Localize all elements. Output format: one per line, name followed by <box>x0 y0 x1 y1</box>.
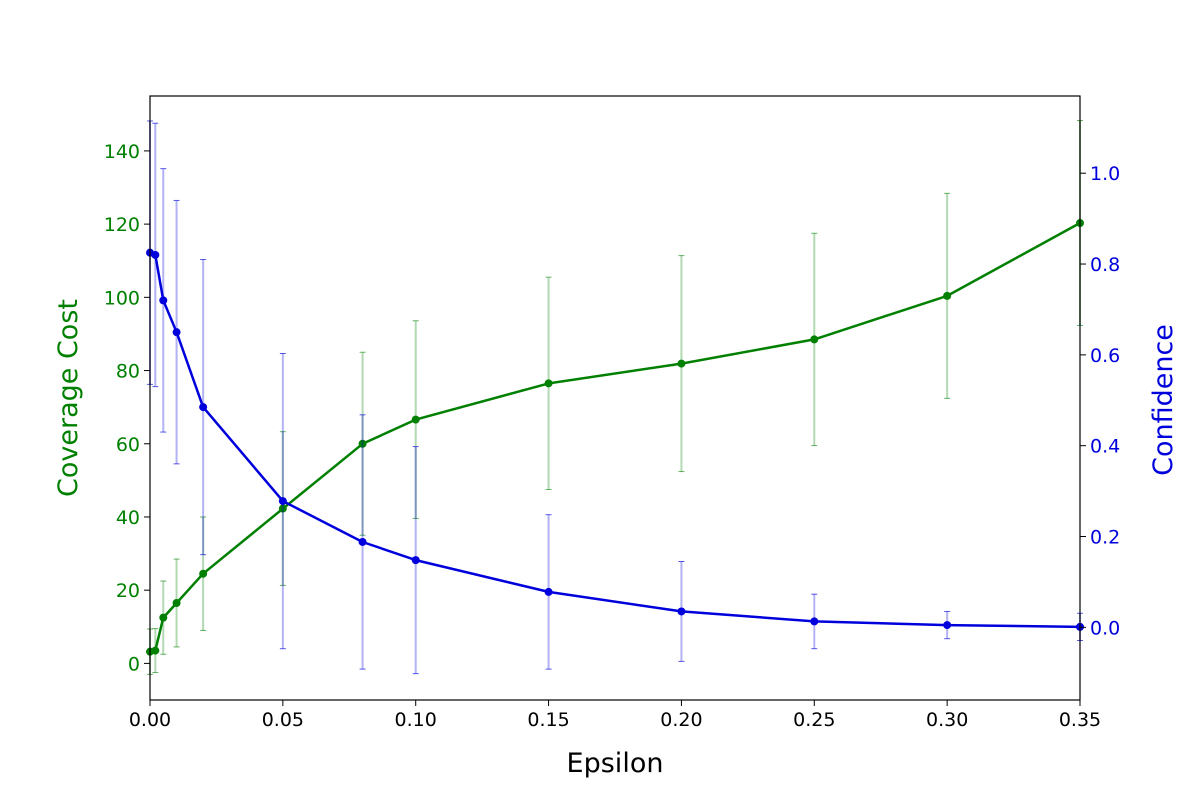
right-y-tick-label: 0.0 <box>1090 617 1120 639</box>
left-axis-title: Coverage Cost <box>53 299 84 497</box>
x-tick-label: 0.05 <box>262 709 304 731</box>
coverage-cost-point <box>159 613 168 622</box>
confidence-line <box>149 251 1081 629</box>
coverage-cost-point <box>544 379 553 388</box>
x-tick-label: 0.15 <box>527 709 569 731</box>
confidence-point <box>172 328 181 337</box>
confidence-point <box>151 250 160 259</box>
left-y-tick-label: 120 <box>104 214 140 236</box>
left-y-tick-label: 80 <box>116 361 140 383</box>
plot-frame <box>149 95 1081 701</box>
confidence-point <box>159 296 168 305</box>
coverage-cost-point <box>278 504 287 513</box>
left-y-tick-label: 40 <box>116 507 140 529</box>
confidence-point <box>199 403 208 412</box>
coverage-cost-point <box>172 598 181 607</box>
left-y-tick-label: 20 <box>116 580 140 602</box>
right-axis-title: Confidence <box>1148 324 1179 476</box>
confidence-point <box>358 537 367 546</box>
confidence-point <box>943 621 952 630</box>
x-tick-label: 0.35 <box>1059 709 1101 731</box>
right-y-tick-label: 0.4 <box>1090 436 1120 458</box>
x-axis-title: Epsilon <box>567 748 664 779</box>
left-y-tick-label: 60 <box>116 434 140 456</box>
coverage-cost-point <box>677 359 686 368</box>
x-tick-label: 0.20 <box>660 709 702 731</box>
axis-ticks: 0.00 0.05 0.10 0.15 0.20 0.25 0.30 0.35 0 20 40 60 8… <box>104 141 1120 731</box>
coverage-cost-line <box>149 221 1081 653</box>
coverage-cost-point <box>411 415 420 424</box>
coverage-cost-point <box>199 569 208 578</box>
coverage-cost-point <box>943 291 952 300</box>
coverage-cost-series <box>146 120 1084 675</box>
confidence-series <box>146 120 1084 675</box>
right-y-tick-label: 0.2 <box>1090 527 1120 549</box>
right-y-tick-label: 0.6 <box>1090 345 1120 367</box>
coverage-cost-point <box>358 439 367 448</box>
confidence-point <box>677 607 686 616</box>
coverage-cost-point <box>151 646 160 655</box>
confidence-point <box>278 497 287 506</box>
left-y-tick-label: 140 <box>104 141 140 163</box>
confidence-point <box>810 617 819 626</box>
x-tick-label: 0.00 <box>129 709 171 731</box>
confidence-point <box>544 587 553 596</box>
coverage-cost-point <box>810 335 819 344</box>
left-y-tick-label: 0 <box>128 653 140 675</box>
x-tick-label: 0.30 <box>926 709 968 731</box>
right-y-tick-label: 1.0 <box>1090 163 1120 185</box>
confidence-point <box>411 556 420 565</box>
x-tick-label: 0.25 <box>793 709 835 731</box>
left-y-tick-label: 100 <box>104 287 140 309</box>
x-tick-label: 0.10 <box>395 709 437 731</box>
right-y-tick-label: 0.8 <box>1090 254 1120 276</box>
